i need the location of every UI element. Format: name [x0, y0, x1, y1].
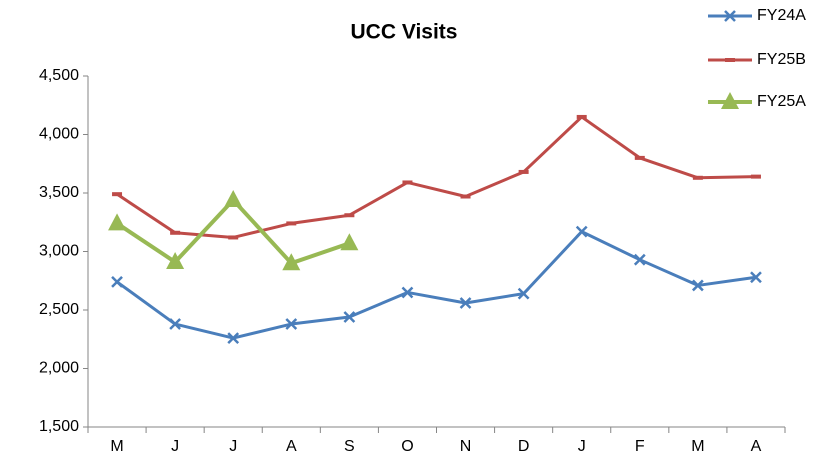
marker	[721, 92, 739, 109]
legend-label: FY24A	[757, 7, 806, 24]
marker	[401, 286, 414, 299]
x-tick-label: S	[344, 438, 355, 455]
marker	[282, 253, 301, 271]
marker	[227, 332, 240, 344]
series-line	[116, 115, 756, 239]
marker	[112, 192, 123, 197]
marker	[576, 114, 587, 119]
marker	[460, 194, 471, 199]
marker	[340, 233, 359, 251]
marker	[575, 225, 588, 238]
x-tick-label: F	[635, 438, 645, 455]
marker	[166, 252, 185, 270]
x-tick-label: A	[286, 438, 297, 455]
marker	[750, 271, 762, 284]
marker	[170, 230, 181, 235]
x-tick-label: M	[691, 438, 704, 455]
marker	[459, 297, 472, 309]
marker	[750, 174, 761, 179]
x-tick-label: O	[401, 438, 413, 455]
x-tick-label: N	[460, 438, 472, 455]
x-tick-label: J	[229, 438, 237, 455]
chart-title: UCC Visits	[351, 21, 458, 44]
marker	[518, 169, 529, 174]
marker	[285, 318, 298, 330]
x-tick-label: D	[518, 438, 530, 455]
marker	[402, 180, 413, 185]
y-tick-label: 4,000	[39, 126, 79, 143]
series-line	[116, 230, 757, 340]
x-tick-label: J	[578, 438, 586, 455]
marker	[634, 155, 645, 160]
y-tick-label: 3,000	[39, 243, 79, 260]
y-tick-label: 1,500	[39, 418, 79, 435]
y-tick-label: 4,500	[39, 67, 79, 84]
marker	[224, 190, 243, 208]
y-tick-label: 2,000	[39, 360, 79, 377]
y-tick-label: 2,500	[39, 301, 79, 318]
legend-label: FY25B	[757, 51, 806, 68]
x-tick-label: A	[751, 438, 762, 455]
marker	[691, 279, 704, 292]
x-tick-label: J	[171, 438, 179, 455]
marker	[111, 276, 123, 288]
marker	[725, 58, 735, 62]
series-line	[115, 198, 351, 266]
marker	[517, 287, 530, 300]
marker	[633, 253, 646, 266]
marker	[228, 235, 239, 240]
marker	[692, 175, 703, 180]
marker	[344, 213, 355, 218]
y-tick-label: 3,500	[39, 184, 79, 201]
marker	[343, 311, 356, 323]
marker	[286, 221, 297, 226]
marker	[169, 318, 182, 330]
marker	[724, 10, 736, 22]
marker	[108, 213, 127, 231]
legend-label: FY25A	[757, 93, 806, 110]
x-tick-label: M	[110, 438, 123, 455]
